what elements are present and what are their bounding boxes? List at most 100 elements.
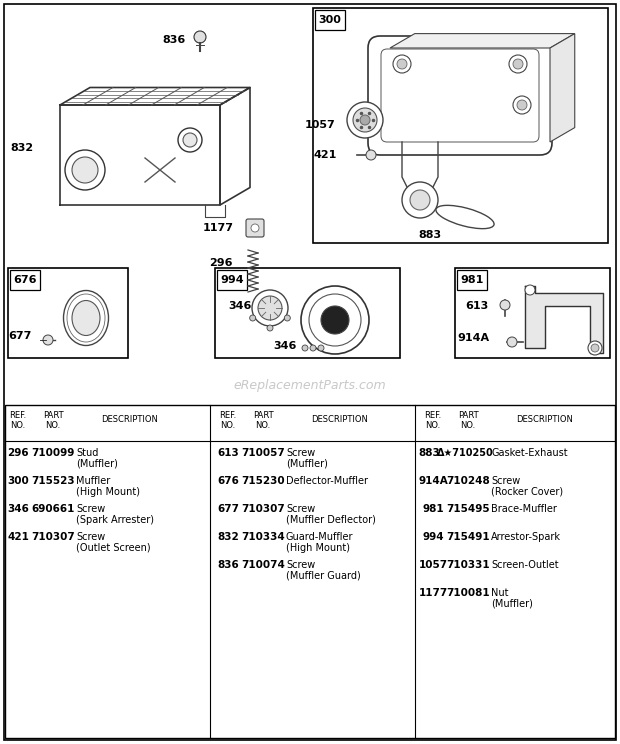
Text: 676: 676 (13, 275, 37, 285)
Text: 710057: 710057 (241, 448, 285, 458)
Text: REF.: REF. (424, 411, 441, 420)
Text: 346: 346 (273, 341, 297, 351)
Text: (Spark Arrester): (Spark Arrester) (76, 515, 154, 525)
Circle shape (393, 55, 411, 73)
Text: Δ★710250: Δ★710250 (436, 448, 494, 458)
Circle shape (267, 325, 273, 331)
Text: PART: PART (43, 411, 63, 420)
Circle shape (43, 335, 53, 345)
Text: Deflector-Muffler: Deflector-Muffler (286, 476, 368, 486)
Polygon shape (525, 286, 603, 353)
Circle shape (509, 55, 527, 73)
Text: 994: 994 (220, 275, 244, 285)
Ellipse shape (436, 205, 494, 228)
Circle shape (517, 100, 527, 110)
Circle shape (309, 294, 361, 346)
Text: 832: 832 (11, 143, 33, 153)
Text: (High Mount): (High Mount) (76, 487, 140, 497)
Circle shape (183, 133, 197, 147)
Circle shape (360, 115, 370, 125)
Text: 883: 883 (418, 230, 441, 240)
Circle shape (513, 59, 523, 69)
Text: Screw: Screw (76, 504, 105, 514)
FancyBboxPatch shape (457, 270, 487, 290)
Text: Screw: Screw (286, 448, 315, 458)
Text: Arrestor-Spark: Arrestor-Spark (491, 532, 561, 542)
Circle shape (252, 290, 288, 326)
FancyBboxPatch shape (246, 219, 264, 237)
Circle shape (301, 286, 369, 354)
Circle shape (318, 345, 324, 351)
Text: Screw: Screw (491, 476, 520, 486)
Text: Screw: Screw (286, 504, 315, 514)
Circle shape (410, 190, 430, 210)
Text: (Muffler): (Muffler) (491, 599, 533, 609)
Text: 296: 296 (210, 258, 233, 268)
Text: REF.: REF. (9, 411, 27, 420)
Circle shape (525, 285, 535, 295)
Text: Brace-Muffler: Brace-Muffler (491, 504, 557, 514)
Circle shape (347, 102, 383, 138)
Circle shape (500, 300, 510, 310)
Text: NO.: NO. (461, 422, 476, 431)
Text: 715230: 715230 (241, 476, 285, 486)
Text: NO.: NO. (220, 422, 236, 431)
Text: DESCRIPTION: DESCRIPTION (102, 415, 159, 425)
Text: (Outlet Screen): (Outlet Screen) (76, 543, 151, 553)
Bar (5, 405, 615, 738)
Text: 677: 677 (217, 504, 239, 514)
Text: Gasket-Exhaust: Gasket-Exhaust (491, 448, 568, 458)
Text: 346: 346 (228, 301, 252, 311)
Text: 1177: 1177 (418, 588, 448, 598)
Circle shape (310, 345, 316, 351)
Circle shape (258, 296, 282, 320)
Bar (215, 268, 400, 358)
Text: PART: PART (253, 411, 273, 420)
Text: 421: 421 (314, 150, 337, 160)
FancyBboxPatch shape (10, 270, 40, 290)
Text: 710334: 710334 (241, 532, 285, 542)
Text: Nut: Nut (491, 588, 508, 598)
Text: (Rocker Cover): (Rocker Cover) (491, 487, 563, 497)
Bar (8, 268, 128, 358)
Circle shape (178, 128, 202, 152)
Text: NO.: NO. (425, 422, 441, 431)
Text: Guard-Muffler: Guard-Muffler (286, 532, 353, 542)
Text: PART: PART (458, 411, 478, 420)
Text: eReplacementParts.com: eReplacementParts.com (234, 379, 386, 391)
Text: Stud: Stud (76, 448, 99, 458)
Text: (High Mount): (High Mount) (286, 543, 350, 553)
Text: 832: 832 (217, 532, 239, 542)
Text: 613: 613 (466, 301, 489, 311)
Text: 690661: 690661 (32, 504, 74, 514)
Text: 710307: 710307 (31, 532, 75, 542)
Text: NO.: NO. (45, 422, 61, 431)
Text: 836: 836 (217, 560, 239, 570)
Circle shape (402, 182, 438, 218)
Text: 994: 994 (422, 532, 444, 542)
Text: 346: 346 (7, 504, 29, 514)
Text: 981: 981 (460, 275, 484, 285)
Circle shape (366, 150, 376, 160)
Circle shape (397, 59, 407, 69)
Text: 296: 296 (7, 448, 29, 458)
Text: 710248: 710248 (446, 476, 490, 486)
FancyBboxPatch shape (315, 10, 345, 30)
Circle shape (251, 224, 259, 232)
Text: 715523: 715523 (31, 476, 75, 486)
Text: 710081: 710081 (446, 588, 490, 598)
Text: (Muffler): (Muffler) (286, 459, 328, 469)
Text: Screw: Screw (76, 532, 105, 542)
Text: 300: 300 (7, 476, 29, 486)
Text: DESCRIPTION: DESCRIPTION (312, 415, 368, 425)
Text: 1057: 1057 (418, 560, 448, 570)
Polygon shape (390, 33, 575, 48)
Circle shape (72, 157, 98, 183)
Circle shape (353, 108, 377, 132)
Ellipse shape (67, 294, 105, 342)
Text: Muffler: Muffler (76, 476, 110, 486)
Text: 677: 677 (8, 331, 32, 341)
Text: 715495: 715495 (446, 504, 490, 514)
FancyBboxPatch shape (217, 270, 247, 290)
Ellipse shape (72, 301, 100, 336)
